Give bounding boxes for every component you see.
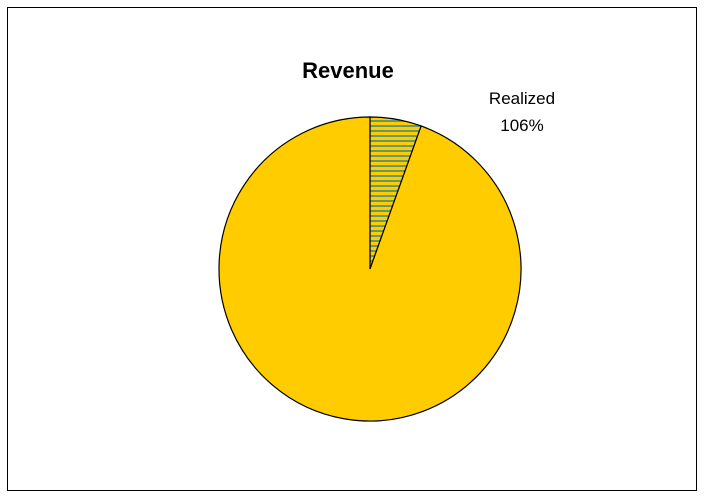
pie-slice-remaining xyxy=(218,116,522,422)
slice-label-realized: Realized xyxy=(489,89,555,108)
slice-value-realized: 106% xyxy=(500,116,543,135)
chart-title: Revenue xyxy=(302,58,394,83)
pie-labels: Realized 106% xyxy=(489,89,555,135)
pie-slices xyxy=(218,116,522,422)
